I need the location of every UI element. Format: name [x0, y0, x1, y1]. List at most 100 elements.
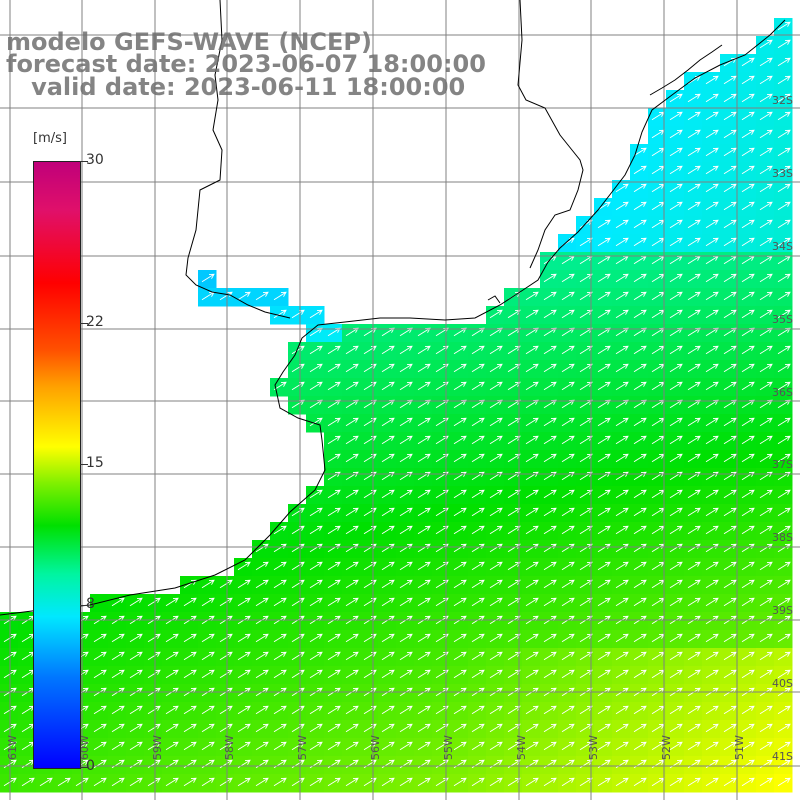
wind-arrow [615, 183, 629, 193]
wind-speed-cell [252, 540, 271, 559]
wind-speed-cell [612, 234, 631, 253]
wind-speed-cell [450, 540, 469, 559]
wind-speed-cell [144, 702, 163, 721]
wind-speed-cell [432, 504, 451, 523]
wind-arrow [417, 507, 431, 517]
wind-arrow [273, 525, 287, 535]
wind-speed-cell [180, 666, 199, 685]
wind-speed-cell [414, 468, 433, 487]
wind-speed-cell [162, 594, 181, 613]
latitude-label: 33S [772, 167, 793, 180]
wind-speed-cell [288, 306, 307, 325]
wind-speed-cell [684, 198, 703, 217]
wind-speed-cell [756, 576, 775, 595]
wind-arrow [309, 633, 323, 643]
wind-arrow [741, 129, 755, 139]
wind-speed-cell [738, 648, 757, 667]
wind-speed-cell [720, 432, 739, 451]
wind-arrow [615, 381, 629, 391]
wind-arrow [777, 381, 791, 391]
wind-speed-cell [486, 360, 505, 379]
wind-arrow [759, 489, 773, 499]
wind-arrow [93, 705, 107, 715]
wind-arrow [597, 291, 611, 301]
wind-speed-cell [576, 558, 595, 577]
wind-speed-cell [630, 630, 649, 649]
wind-speed-cell [720, 594, 739, 613]
wind-speed-cell [414, 702, 433, 721]
wind-arrow [633, 201, 647, 211]
wind-speed-cell [774, 216, 793, 235]
wind-speed-cell [378, 774, 397, 793]
wind-speed-cell [702, 648, 721, 667]
wind-speed-cell [144, 612, 163, 631]
wind-speed-cell [288, 378, 307, 397]
wind-speed-cell [360, 684, 379, 703]
wind-speed-cell [684, 594, 703, 613]
wind-arrow [759, 723, 773, 733]
wind-speed-cell [738, 216, 757, 235]
wind-speed-cell [576, 360, 595, 379]
wind-speed-cell [684, 450, 703, 469]
wind-speed-cell [288, 684, 307, 703]
wind-arrow [777, 669, 791, 679]
wind-arrow [525, 309, 539, 319]
wind-speed-cell [216, 648, 235, 667]
wind-arrow [687, 219, 701, 229]
wind-speed-cell [738, 180, 757, 199]
wind-arrow [723, 381, 737, 391]
wind-speed-cell [504, 594, 523, 613]
wind-arrow [309, 417, 323, 427]
wind-arrow [759, 525, 773, 535]
wind-arrow [633, 669, 647, 679]
wind-speed-cell [594, 630, 613, 649]
wind-arrow [687, 597, 701, 607]
wind-arrow [561, 291, 575, 301]
wind-speed-cell [702, 396, 721, 415]
wind-arrow [147, 633, 161, 643]
wind-arrow [147, 777, 161, 787]
wind-arrow [741, 507, 755, 517]
colorbar-tick-line [80, 767, 88, 768]
wind-speed-cell [594, 288, 613, 307]
wind-speed-cell [360, 432, 379, 451]
wind-speed-cell [90, 702, 109, 721]
wind-speed-cell [666, 504, 685, 523]
wind-speed-cell [342, 558, 361, 577]
wind-arrow [489, 633, 503, 643]
wind-speed-cell [576, 594, 595, 613]
wind-arrow [777, 723, 791, 733]
wind-speed-cell [630, 216, 649, 235]
wind-arrow [129, 651, 143, 661]
wind-speed-cell [396, 558, 415, 577]
wind-speed-cell [270, 594, 289, 613]
wind-speed-cell [270, 612, 289, 631]
wind-speed-cell [594, 378, 613, 397]
wind-speed-cell [414, 666, 433, 685]
latitude-label: 38S [772, 531, 793, 544]
wind-speed-cell [738, 468, 757, 487]
wind-arrow [777, 435, 791, 445]
wind-arrow [687, 291, 701, 301]
wind-speed-cell [594, 396, 613, 415]
wind-speed-cell [774, 648, 793, 667]
wind-speed-cell [666, 774, 685, 793]
wind-speed-cell [522, 486, 541, 505]
wind-arrow [399, 489, 413, 499]
wind-speed-cell [630, 504, 649, 523]
wind-speed-cell [450, 702, 469, 721]
wind-arrow [255, 741, 269, 751]
wind-speed-cell [576, 324, 595, 343]
wind-speed-cell [630, 288, 649, 307]
wind-speed-cell [540, 324, 559, 343]
wind-arrow [597, 777, 611, 787]
wind-speed-cell [666, 432, 685, 451]
wind-speed-cell [306, 612, 325, 631]
wind-arrow [723, 147, 737, 157]
wind-arrow [525, 435, 539, 445]
wind-speed-cell [378, 360, 397, 379]
wind-speed-cell [324, 342, 343, 361]
wind-arrow [345, 561, 359, 571]
wind-speed-cell [630, 360, 649, 379]
wind-arrow [561, 633, 575, 643]
